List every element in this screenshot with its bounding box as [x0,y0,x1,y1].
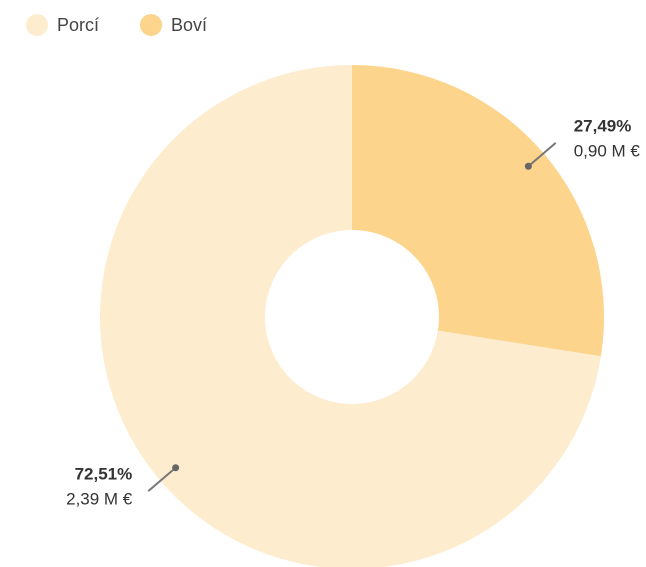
label-dot [524,162,532,170]
legend-swatch [140,14,163,36]
amount-label: 2,39 M € [66,490,133,509]
slice [99,65,601,567]
label-leader [527,142,557,168]
label-dot [172,464,180,472]
legend-swatch [26,14,48,36]
amount-label: 0,90 M € [574,141,641,160]
legend-label: Boví [171,15,207,35]
legend-label: Porcí [57,15,99,35]
value-label: 72,51% [75,465,133,484]
slice [352,65,604,357]
value-label: 27,49% [574,116,632,135]
label-leader [147,466,177,492]
